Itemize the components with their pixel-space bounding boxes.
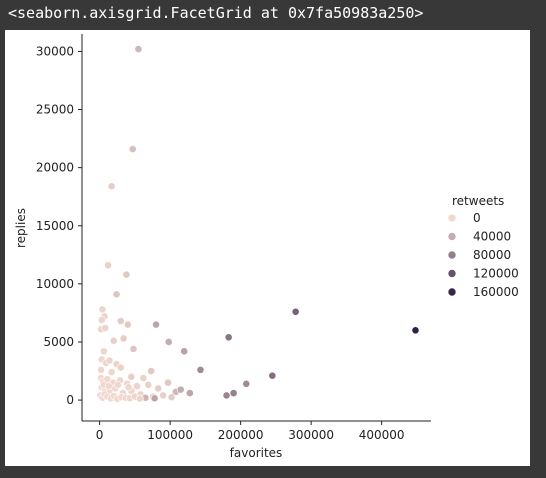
data-point-18 <box>129 345 138 353</box>
data-point-41 <box>139 374 148 382</box>
data-point-50 <box>229 389 238 398</box>
legend-label-0: 0 <box>473 211 481 225</box>
data-point-28 <box>107 368 116 377</box>
data-point-43 <box>154 384 163 393</box>
legend-label-2: 80000 <box>473 248 511 262</box>
x-axis-label: favorites <box>230 446 283 460</box>
y-tick-label: 25000 <box>36 103 74 117</box>
output-repr: <seaborn.axisgrid.FacetGrid at 0x7fa5098… <box>8 4 424 22</box>
x-tick-label: 0 <box>96 428 104 442</box>
data-point-60 <box>167 393 176 402</box>
legend-entries: 0 40000 80000 120000 160000 <box>447 211 519 299</box>
data-point-10 <box>101 324 110 332</box>
x-ticks: 0 100000 200000 300000 400000 <box>96 421 405 442</box>
figure: 0 100000 200000 300000 400000 0 5000 10000 1500… <box>5 30 530 466</box>
legend-marker-4 <box>447 287 457 297</box>
data-point-16 <box>164 338 173 346</box>
x-tick-label: 200000 <box>218 428 264 442</box>
x-tick-label: 400000 <box>359 428 405 442</box>
x-tick-label: 300000 <box>288 428 334 442</box>
data-point-47 <box>185 389 194 398</box>
legend-marker-2 <box>447 250 457 260</box>
data-point-13 <box>152 320 160 329</box>
y-tick-label: 0 <box>66 393 74 407</box>
data-point-27 <box>97 365 105 374</box>
data-point-76 <box>104 382 113 391</box>
data-point-6 <box>98 305 107 314</box>
data-point-30 <box>127 372 136 381</box>
data-point-25 <box>105 356 114 365</box>
y-tick-label: 10000 <box>36 277 74 291</box>
y-tick-label: 15000 <box>36 219 74 233</box>
legend-marker-3 <box>447 269 457 278</box>
data-point-2 <box>107 182 116 191</box>
data-point-46 <box>176 385 185 394</box>
data-point-12 <box>123 320 132 329</box>
data-point-5 <box>112 290 121 299</box>
data-point-33 <box>268 371 277 380</box>
legend: retweets 0 40000 80000 120000 160000 <box>447 194 519 299</box>
data-point-48 <box>242 379 251 388</box>
data-point-32 <box>196 365 205 374</box>
data-point-19 <box>180 347 189 356</box>
legend-marker-0 <box>447 213 457 223</box>
data-point-0 <box>134 45 143 54</box>
data-point-20 <box>224 333 233 342</box>
data-point-78 <box>124 383 133 392</box>
y-axis-label: replies <box>14 208 28 248</box>
data-point-17 <box>99 347 108 356</box>
data-point-14 <box>109 336 118 345</box>
data-point-29 <box>116 363 125 372</box>
data-point-31 <box>147 367 155 375</box>
y-tick-label: 5000 <box>43 335 74 349</box>
data-point-3 <box>104 261 112 270</box>
data-point-42 <box>144 381 153 389</box>
data-point-74 <box>135 394 144 403</box>
x-tick-label: 100000 <box>147 428 193 442</box>
data-point-40 <box>133 382 141 391</box>
data-point-22 <box>411 326 420 335</box>
legend-label-1: 40000 <box>473 230 511 244</box>
points-layer <box>96 45 420 403</box>
data-point-15 <box>119 334 128 343</box>
data-point-8 <box>97 315 106 324</box>
data-point-1 <box>128 145 137 153</box>
y-tick-label: 20000 <box>36 161 74 175</box>
data-point-59 <box>159 391 167 400</box>
legend-title: retweets <box>452 194 504 208</box>
y-ticks: 0 5000 10000 15000 20000 25000 30000 <box>36 44 82 407</box>
legend-marker-1 <box>447 232 457 241</box>
legend-label-4: 160000 <box>473 285 519 299</box>
data-point-21 <box>291 307 300 316</box>
scatter-chart: 0 100000 200000 300000 400000 05000100001500… <box>14 34 519 460</box>
y-tick-label: 30000 <box>36 44 74 58</box>
data-point-77 <box>114 381 122 389</box>
data-point-49 <box>222 391 231 400</box>
data-point-4 <box>122 270 131 279</box>
data-point-44 <box>164 378 172 387</box>
legend-label-3: 120000 <box>473 267 519 281</box>
data-point-11 <box>116 317 125 325</box>
data-point-62 <box>150 394 159 403</box>
